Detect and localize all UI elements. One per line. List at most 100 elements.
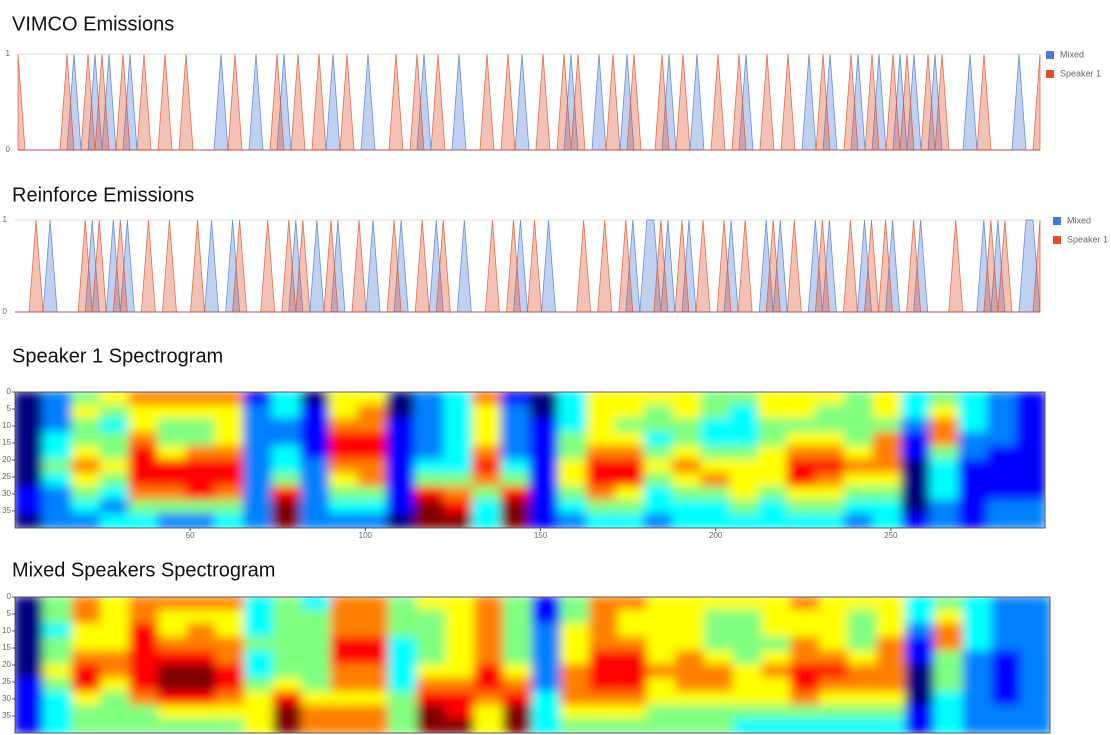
spectrogram-cell (357, 418, 388, 434)
spectrogram-cell (733, 596, 764, 612)
spectrogram-cell (586, 459, 617, 475)
spectrogram-cell (877, 691, 908, 707)
spectrogram-cell (529, 445, 560, 461)
spectrogram-cell (215, 691, 246, 707)
spectrogram-cell (675, 650, 706, 666)
spectrogram-cell (472, 486, 503, 502)
spectrogram-cell (472, 459, 503, 475)
spectrogram-cell (618, 678, 649, 694)
spectrogram-cell (790, 610, 821, 626)
spectrogram-cell (675, 691, 706, 707)
spectrogram-cell (330, 705, 361, 721)
legend-swatch (1046, 70, 1054, 78)
spectrogram-cell (560, 610, 591, 626)
spectrogram-cell (129, 623, 160, 639)
spectrogram-cell (244, 650, 275, 666)
spectrogram-cell (415, 459, 446, 475)
spectrogram-cell (701, 405, 732, 421)
spectrogram-cell (872, 445, 903, 461)
spectrogram-cell (100, 486, 131, 502)
spectrogram-cell (958, 405, 989, 421)
spectrogram-cell (472, 473, 503, 489)
spectrogram-cell (43, 596, 74, 612)
spectrogram-cell (72, 637, 103, 653)
spectrogram-cell (762, 705, 793, 721)
spectrogram-cell (359, 664, 390, 680)
spectrogram-cell (215, 718, 246, 734)
spectrogram-cell (14, 459, 45, 475)
spectrogram-cell (618, 637, 649, 653)
spectrogram-cell (443, 391, 474, 407)
spectrogram-cell (848, 705, 879, 721)
page: {"chart_data": [ {"type": "area", "title… (0, 0, 1111, 735)
spectrogram-cell (615, 459, 646, 475)
spectrogram-cell (14, 610, 45, 626)
spectrogram (14, 391, 1046, 529)
spectrogram-cell (704, 705, 735, 721)
spectrogram-cell (877, 610, 908, 626)
spectrogram-cell (901, 405, 932, 421)
spectrogram-cell (300, 459, 331, 475)
spectrogram-cell (963, 596, 994, 612)
spectrogram-cell (100, 664, 131, 680)
spectrogram-cell (14, 664, 45, 680)
spectrogram-cell (560, 650, 591, 666)
spectrogram-cell (905, 664, 936, 680)
spectrogram-cell (647, 678, 678, 694)
spectrogram-cell (529, 513, 560, 529)
spectrogram-cell (417, 691, 448, 707)
spectrogram-cell (215, 610, 246, 626)
spectrogram-cell (930, 459, 961, 475)
spectrogram-cell (158, 610, 189, 626)
spectrogram-cell (733, 691, 764, 707)
spectrogram-cell (14, 596, 45, 612)
spectrogram-cell (558, 500, 589, 516)
spectrogram-cell (615, 391, 646, 407)
spectrogram-cell (848, 610, 879, 626)
spectrogram-cell (388, 664, 419, 680)
spectrogram-cell (529, 405, 560, 421)
spectrogram-cell (100, 678, 131, 694)
legend-swatch (1053, 236, 1061, 244)
spectrogram-cell (733, 718, 764, 734)
spectrogram-cell (500, 500, 531, 516)
spectrogram-cell (72, 705, 103, 721)
spectrogram-cell (359, 596, 390, 612)
spectrogram-cell (415, 473, 446, 489)
y-tick-label: 30 (2, 489, 11, 498)
spectrogram-cell (872, 391, 903, 407)
spectrogram-cell (417, 623, 448, 639)
spectrogram-cell (329, 432, 360, 448)
spectrogram-cell (43, 637, 74, 653)
spectrogram-cell (901, 418, 932, 434)
legend-swatch (1053, 217, 1061, 225)
spectrogram-cell (474, 610, 505, 626)
spectrogram-cell (934, 637, 965, 653)
spectrogram-cell (214, 459, 245, 475)
spectrogram-cell (1020, 691, 1051, 707)
spectrogram-cell (560, 678, 591, 694)
spectrogram-cell (762, 650, 793, 666)
spectrogram-cell (243, 513, 274, 529)
spectrogram-cell (790, 623, 821, 639)
spectrogram-cell (272, 445, 303, 461)
spectrogram-cell (100, 445, 131, 461)
spectrogram-cell (560, 637, 591, 653)
spectrogram-cell (987, 459, 1018, 475)
spectrogram-cell (329, 459, 360, 475)
spectrogram-cell (963, 705, 994, 721)
spectrogram-cell (872, 432, 903, 448)
spectrogram-cell (386, 513, 417, 529)
spectrogram-cell (877, 596, 908, 612)
spectrogram-cell (14, 473, 45, 489)
y-tick-label: 10 (2, 421, 11, 430)
spectrogram-cell (963, 718, 994, 734)
spectrogram-cell (43, 486, 74, 502)
spectrogram-cell (958, 500, 989, 516)
spectrogram-cell (503, 650, 534, 666)
spectrogram-cell (672, 445, 703, 461)
spectrogram-cells (14, 596, 1051, 734)
spectrogram-cell (417, 705, 448, 721)
spectrogram-cell (386, 486, 417, 502)
spectrogram-cell (675, 623, 706, 639)
